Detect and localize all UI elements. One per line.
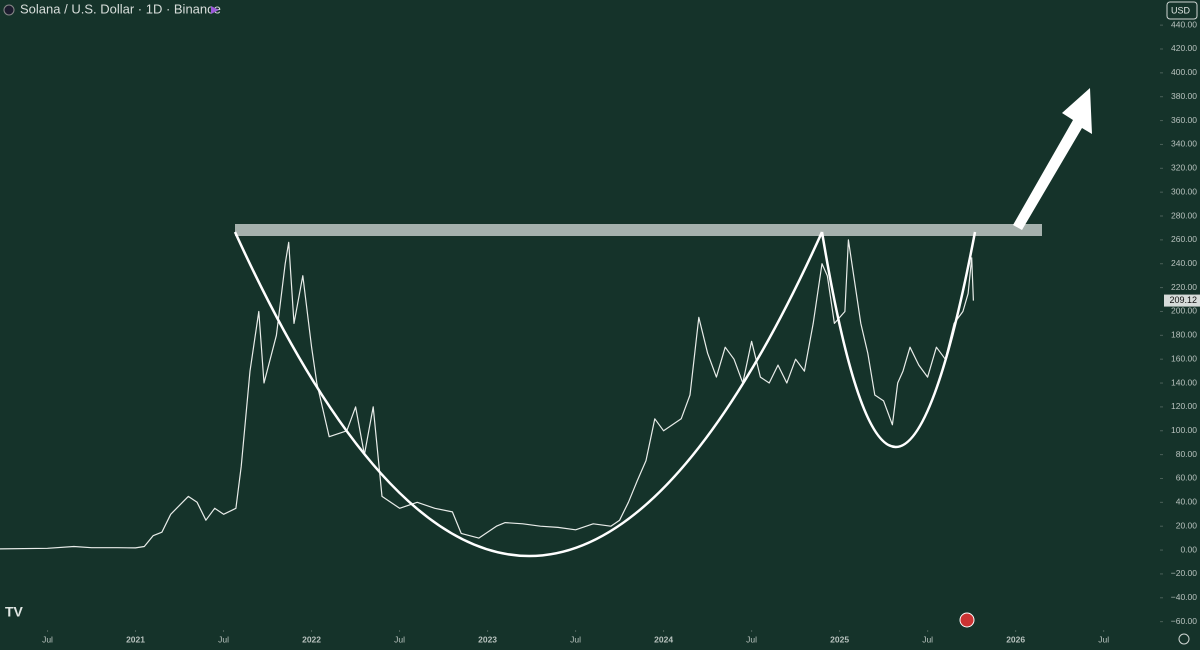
y-tick-label: 260.00 — [1171, 234, 1197, 244]
currency-button[interactable] — [1166, 1, 1198, 20]
y-tick-label: −20.00 — [1171, 568, 1198, 578]
x-tick-label: 2023 — [478, 634, 497, 644]
last-price-box — [1164, 294, 1200, 307]
x-tick-label: Jul — [218, 634, 229, 644]
y-tick-label: −40.00 — [1171, 592, 1198, 602]
settings-icon[interactable] — [1178, 633, 1190, 645]
indicator-icon — [211, 6, 219, 14]
x-tick-label: Jul — [922, 634, 933, 644]
symbol-icon — [3, 4, 15, 16]
y-tick-label: 200.00 — [1171, 306, 1197, 316]
y-tick-label: 100.00 — [1171, 425, 1197, 435]
y-tick-label: 420.00 — [1171, 43, 1197, 53]
y-tick-label: 240.00 — [1171, 258, 1197, 268]
y-tick-label: 280.00 — [1171, 210, 1197, 220]
y-tick-label: 120.00 — [1171, 401, 1197, 411]
logo: TV — [5, 604, 24, 620]
y-tick-label: 160.00 — [1171, 353, 1197, 363]
x-tick-label: 2021 — [126, 634, 145, 644]
resistance-band — [235, 224, 1042, 236]
y-tick-label: 0.00 — [1180, 544, 1197, 554]
event-flag[interactable] — [959, 612, 975, 628]
currency-label[interactable]: USD — [1171, 5, 1191, 15]
breakout-arrow — [1013, 88, 1092, 230]
series-layer — [0, 239, 974, 550]
chart-title: Solana / U.S. Dollar · 1D · Binance — [20, 1, 221, 16]
y-tick-label: 60.00 — [1176, 473, 1198, 483]
x-tick-label: Jul — [42, 634, 53, 644]
y-tick-label: 40.00 — [1176, 497, 1198, 507]
y-tick-label: 360.00 — [1171, 115, 1197, 125]
x-tick-label: 2025 — [830, 634, 849, 644]
y-tick-label: 20.00 — [1176, 520, 1198, 530]
x-tick-label: Jul — [746, 634, 757, 644]
y-tick-label: 320.00 — [1171, 163, 1197, 173]
x-tick-label: Jul — [1098, 634, 1109, 644]
y-tick-label: 180.00 — [1171, 330, 1197, 340]
x-tick-label: Jul — [570, 634, 581, 644]
handle-curve — [820, 231, 977, 449]
y-tick-label: 300.00 — [1171, 186, 1197, 196]
y-tick-label: 380.00 — [1171, 91, 1197, 101]
y-tick-label: −60.00 — [1171, 616, 1198, 626]
y-tick-label: 340.00 — [1171, 139, 1197, 149]
y-tick-label: 440.00 — [1171, 19, 1197, 29]
y-tick-label: 140.00 — [1171, 377, 1197, 387]
y-tick-label: 220.00 — [1171, 282, 1197, 292]
x-tick-label: 2026 — [1006, 634, 1025, 644]
y-tick-label: 80.00 — [1176, 449, 1198, 459]
y-tick-label: 400.00 — [1171, 67, 1197, 77]
x-tick-label: 2022 — [302, 634, 321, 644]
last-price-label: 209.12 — [1169, 295, 1197, 305]
price-line — [0, 239, 974, 550]
cup-curve — [233, 231, 824, 558]
x-tick-label: Jul — [394, 634, 405, 644]
x-tick-label: 2024 — [654, 634, 673, 644]
